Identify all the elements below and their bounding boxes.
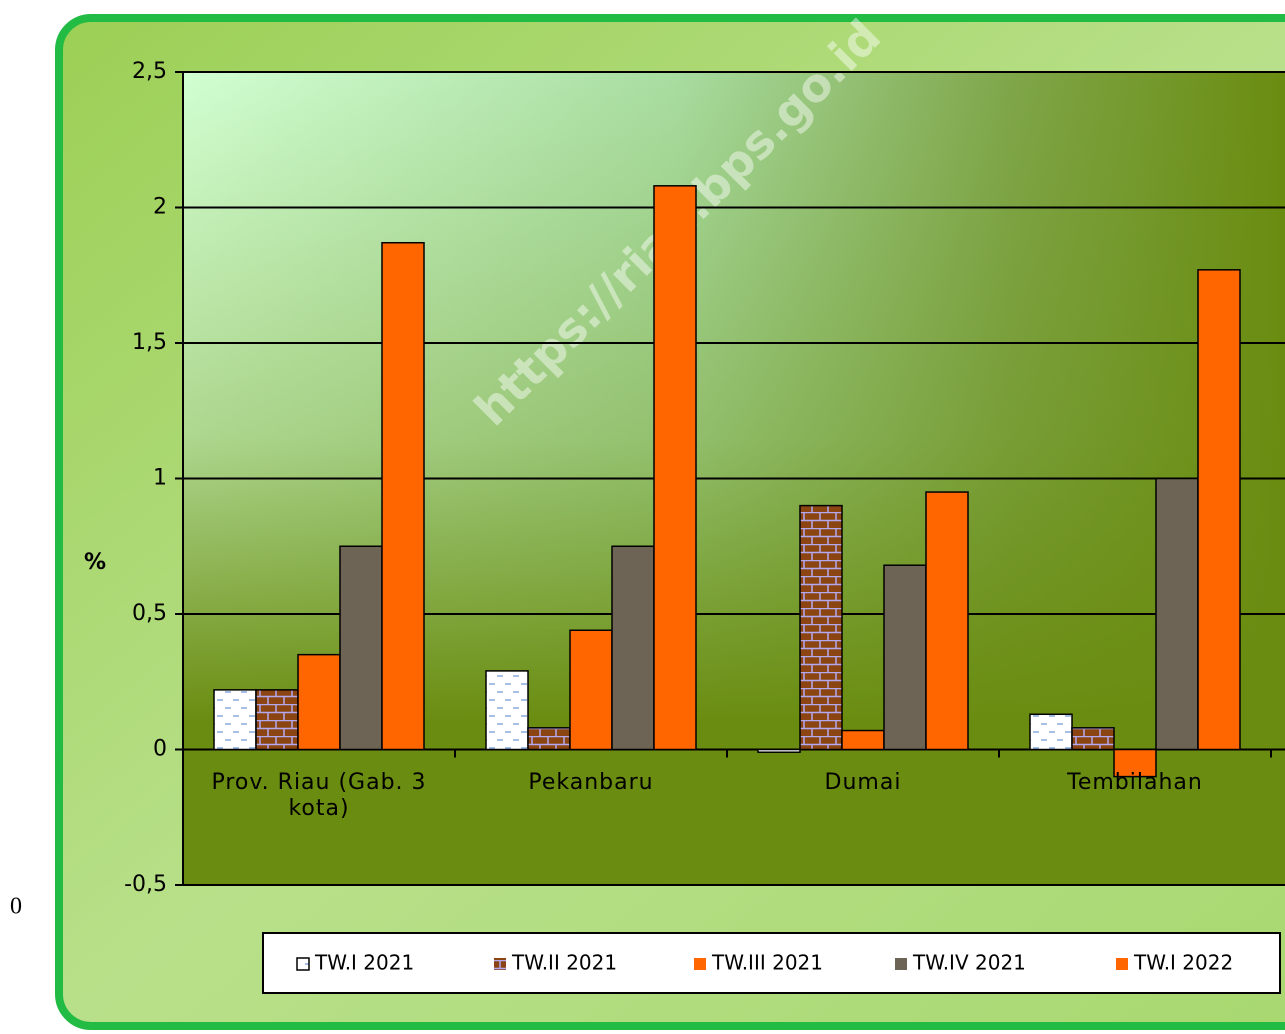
legend-label: TW.II 2021 (511, 951, 617, 975)
legend-box (262, 932, 1281, 994)
bar (485, 670, 529, 751)
bar (381, 241, 425, 751)
x-tick-label: Prov. Riau (Gab. 3 kota) (211, 769, 427, 821)
y-axis-label: % (84, 550, 106, 575)
y-tick-label: 0,5 (132, 601, 167, 626)
y-tick-label: 1,5 (132, 330, 167, 355)
y-tick-label: 0 (153, 737, 167, 762)
bar (799, 504, 843, 751)
y-tick-label: -0,5 (124, 872, 167, 897)
bar (255, 689, 299, 751)
bar (757, 748, 801, 753)
x-tick-label-box: Prov. Riau (Gab. 3 kota) (211, 769, 427, 821)
x-tick-label: Dumai (824, 769, 902, 795)
y-tick-label: 2,5 (132, 59, 167, 84)
x-tick-label-box: Pekanbaru (528, 769, 654, 795)
y-tick-label: 1 (153, 466, 167, 491)
annotation: 0 (10, 894, 22, 920)
bar (841, 729, 885, 751)
bar (1029, 713, 1073, 751)
legend-label: TW.I 2021 (314, 951, 414, 975)
legend-label: TW.I 2022 (1133, 951, 1233, 975)
legend-swatch (1116, 958, 1128, 970)
legend-swatch (296, 957, 310, 971)
legend-label: TW.III 2021 (711, 951, 823, 975)
legend-swatch (895, 958, 907, 970)
x-tick-label-box: Tembilahan (1067, 769, 1203, 795)
bar (1155, 477, 1199, 751)
bar (527, 727, 571, 751)
bar (1197, 269, 1241, 751)
x-tick-label-box: Dumai (824, 769, 902, 795)
y-tick-label: 2 (153, 195, 167, 220)
bar (925, 491, 969, 751)
bar (569, 629, 613, 751)
bar (297, 653, 341, 751)
legend-swatch (494, 958, 506, 970)
legend-swatch (694, 958, 706, 970)
bar (1071, 727, 1115, 751)
x-tick-label: Pekanbaru (528, 769, 654, 795)
legend-label: TW.IV 2021 (912, 951, 1026, 975)
bar (213, 689, 257, 751)
bar (1113, 748, 1157, 778)
x-tick-label: Tembilahan (1067, 769, 1203, 795)
bar (653, 185, 697, 751)
bar (611, 545, 655, 751)
bar (883, 564, 927, 751)
bar (339, 545, 383, 751)
